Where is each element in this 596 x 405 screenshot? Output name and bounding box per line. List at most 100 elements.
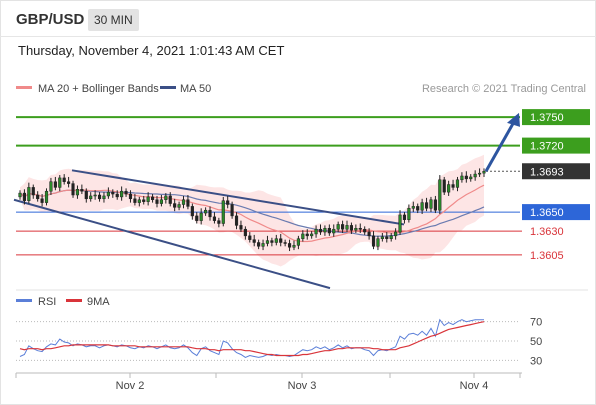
candle-body — [389, 235, 393, 239]
candle — [411, 201, 415, 213]
candle-body — [75, 189, 80, 196]
ma50-legend-label: MA 50 — [180, 83, 211, 95]
candle — [469, 174, 473, 182]
candle — [389, 233, 393, 242]
candle-body — [279, 238, 283, 243]
candle-body — [327, 228, 331, 234]
candle — [221, 196, 225, 227]
candle — [142, 195, 146, 205]
candle-body — [349, 225, 354, 231]
candle-body — [292, 245, 296, 248]
candle — [164, 193, 168, 204]
candle — [301, 230, 305, 242]
candle — [424, 197, 429, 212]
candle — [416, 203, 420, 214]
candle-body — [93, 194, 97, 197]
candle — [318, 224, 323, 235]
candle — [464, 171, 468, 183]
candle — [314, 225, 318, 238]
candle-body — [27, 187, 31, 201]
candle-body — [460, 175, 464, 181]
candle — [208, 206, 212, 221]
candle-body — [226, 200, 230, 205]
candle-body — [142, 199, 146, 202]
trend-channel — [13, 169, 405, 290]
candle-body — [217, 220, 221, 224]
candle — [58, 175, 62, 192]
candle-body — [208, 209, 212, 218]
candle — [252, 234, 256, 247]
candle-body — [341, 224, 345, 230]
candle — [305, 229, 309, 240]
candle — [420, 198, 424, 214]
level-label-3: 1.3650 — [530, 207, 564, 219]
ma20-legend-swatch — [16, 86, 32, 89]
candle-body — [155, 199, 159, 204]
candle — [199, 208, 203, 225]
candle-body — [478, 172, 482, 175]
candle — [363, 226, 367, 235]
candle-body — [318, 228, 323, 233]
credit-label: Research © 2021 Trading Central — [422, 83, 586, 95]
candle-body — [354, 228, 358, 231]
candle-body — [261, 243, 265, 247]
candle-body — [287, 243, 292, 248]
candle — [212, 212, 217, 224]
candle — [442, 176, 446, 195]
rsi-tick-label-0: 70 — [530, 317, 542, 329]
candle-body — [221, 200, 225, 224]
candle — [447, 180, 451, 196]
candle-body — [394, 231, 398, 237]
timeframe-badge[interactable]: 30 MIN — [88, 9, 139, 31]
candle — [407, 204, 411, 223]
candle — [371, 231, 376, 250]
candle-body — [164, 195, 168, 200]
candle — [133, 194, 137, 206]
rsi-tick-label-2: 30 — [530, 355, 542, 367]
candle-body — [469, 176, 473, 180]
candle-body — [447, 184, 451, 193]
pair-title: GBP/USD — [16, 11, 85, 28]
candle-body — [173, 203, 177, 208]
candle-body — [243, 228, 247, 237]
rsi-line — [19, 318, 484, 358]
candle — [146, 192, 150, 206]
candle — [265, 235, 270, 247]
candle — [67, 176, 71, 188]
candle-body — [371, 235, 376, 247]
candle — [106, 187, 110, 199]
candle — [433, 195, 437, 214]
candle-body — [40, 198, 44, 203]
candle — [345, 220, 349, 233]
ma20-line — [19, 184, 485, 243]
candle-body — [234, 215, 239, 226]
candle — [31, 184, 35, 199]
rsi-legend-label: RSI — [38, 296, 56, 308]
candle — [195, 212, 199, 224]
candle-body — [420, 202, 424, 211]
candle — [159, 195, 163, 207]
candle-body — [257, 242, 261, 247]
candle — [460, 172, 464, 183]
candle-body — [106, 191, 110, 197]
candle — [177, 201, 181, 211]
candle — [226, 195, 230, 209]
candle-body — [36, 194, 40, 200]
candle-body — [411, 206, 415, 209]
candle — [155, 195, 159, 208]
candle-body — [97, 194, 102, 200]
candle-body — [133, 198, 137, 203]
candle-body — [212, 216, 217, 221]
candle — [394, 228, 398, 240]
candle-body — [301, 233, 305, 239]
candle — [190, 203, 194, 220]
candle — [204, 207, 208, 216]
candle-body — [376, 238, 380, 247]
candle — [398, 210, 402, 235]
level-tag-1 — [522, 137, 590, 154]
candle — [478, 168, 482, 177]
candle — [80, 184, 84, 195]
candle-body — [345, 225, 349, 230]
candle — [354, 224, 358, 233]
candle — [455, 176, 460, 192]
